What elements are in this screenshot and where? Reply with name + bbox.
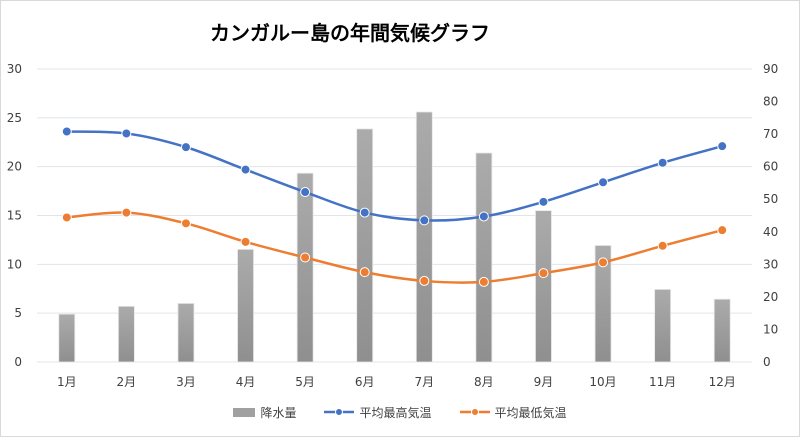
marker-平均最低気温 xyxy=(300,252,311,263)
line-平均最高気温 xyxy=(66,130,723,222)
marker-平均最低気温 xyxy=(240,236,251,247)
y-right-tick-label: 60 xyxy=(763,160,778,174)
marker-平均最高気温 xyxy=(121,128,132,139)
legend: 降水量 平均最高気温 平均最低気温 xyxy=(0,404,800,421)
y-left-tick-label: 5 xyxy=(14,306,22,320)
marker-平均最低気温 xyxy=(359,267,370,278)
marker-平均最低気温 xyxy=(717,225,728,236)
marker-平均最高気温 xyxy=(717,141,728,152)
marker-平均最低気温 xyxy=(538,268,549,279)
bar-降水量 xyxy=(177,302,195,363)
marker-平均最低気温 xyxy=(180,218,191,229)
legend-item: 平均最低気温 xyxy=(459,404,567,421)
y-left-tick-label: 0 xyxy=(14,355,22,369)
y-right-tick-label: 70 xyxy=(763,127,778,141)
x-tick-label: 10月 xyxy=(589,375,616,389)
marker-平均最低気温 xyxy=(657,240,668,251)
y-right-tick-label: 30 xyxy=(763,257,778,271)
bar-降水量 xyxy=(713,298,731,363)
marker-平均最高気温 xyxy=(538,196,549,207)
x-tick-label: 8月 xyxy=(474,375,494,389)
bar-降水量 xyxy=(356,128,374,363)
x-tick-label: 2月 xyxy=(117,375,137,389)
bar-降水量 xyxy=(237,248,254,363)
marker-平均最高気温 xyxy=(598,177,609,188)
marker-平均最高気温 xyxy=(419,215,430,226)
marker-平均最低気温 xyxy=(61,212,72,223)
y-left-tick-label: 15 xyxy=(7,209,22,223)
legend-label: 平均最高気温 xyxy=(359,406,432,420)
marker-平均最低気温 xyxy=(121,207,132,218)
chart-title: カンガルー島の年間気候グラフ xyxy=(210,21,490,45)
marker-平均最高気温 xyxy=(478,211,489,222)
bar-降水量 xyxy=(415,111,433,363)
legend-label: 降水量 xyxy=(260,406,297,420)
marker-平均最高気温 xyxy=(240,164,251,175)
x-tick-label: 4月 xyxy=(236,375,256,389)
marker-平均最高気温 xyxy=(657,157,668,168)
marker-平均最高気温 xyxy=(61,126,72,137)
legend-label: 平均最低気温 xyxy=(494,406,567,420)
legend-item: 平均最高気温 xyxy=(324,404,432,421)
x-tick-label: 12月 xyxy=(709,375,736,389)
marker-平均最高気温 xyxy=(180,142,191,153)
y-right-tick-label: 50 xyxy=(763,192,778,206)
marker-平均最高気温 xyxy=(359,207,370,218)
legend-swatch xyxy=(324,406,355,420)
line-平均最低気温 xyxy=(66,211,723,284)
bar-降水量 xyxy=(654,289,672,363)
legend-swatch xyxy=(233,408,256,417)
y-left-tick-label: 30 xyxy=(7,62,22,76)
legend-item: 降水量 xyxy=(233,404,296,421)
bar-降水量 xyxy=(117,305,135,363)
bar-降水量 xyxy=(296,172,314,363)
y-right-tick-label: 10 xyxy=(763,322,778,336)
x-tick-label: 3月 xyxy=(176,375,196,389)
y-right-tick-label: 80 xyxy=(763,95,778,109)
x-tick-label: 7月 xyxy=(414,375,434,389)
y-left-tick-label: 20 xyxy=(7,160,22,174)
x-tick-label: 11月 xyxy=(649,375,676,389)
y-right-tick-label: 40 xyxy=(763,225,778,239)
bar-降水量 xyxy=(58,313,76,363)
marker-平均最低気温 xyxy=(419,275,430,286)
y-left-tick-label: 25 xyxy=(7,111,22,125)
bar-降水量 xyxy=(475,152,493,363)
y-right-tick-label: 0 xyxy=(763,355,771,369)
x-tick-label: 1月 xyxy=(57,375,77,389)
marker-平均最高気温 xyxy=(300,187,311,198)
marker-平均最低気温 xyxy=(598,257,609,268)
x-tick-label: 9月 xyxy=(534,375,554,389)
legend-swatch xyxy=(459,406,490,420)
marker-平均最低気温 xyxy=(478,276,489,287)
y-left-tick-label: 10 xyxy=(7,257,22,271)
bar-降水量 xyxy=(594,245,612,363)
bar-降水量 xyxy=(535,210,552,363)
y-right-tick-label: 90 xyxy=(763,62,778,76)
x-tick-label: 5月 xyxy=(295,375,315,389)
y-right-tick-label: 20 xyxy=(763,290,778,304)
x-tick-label: 6月 xyxy=(355,375,375,389)
